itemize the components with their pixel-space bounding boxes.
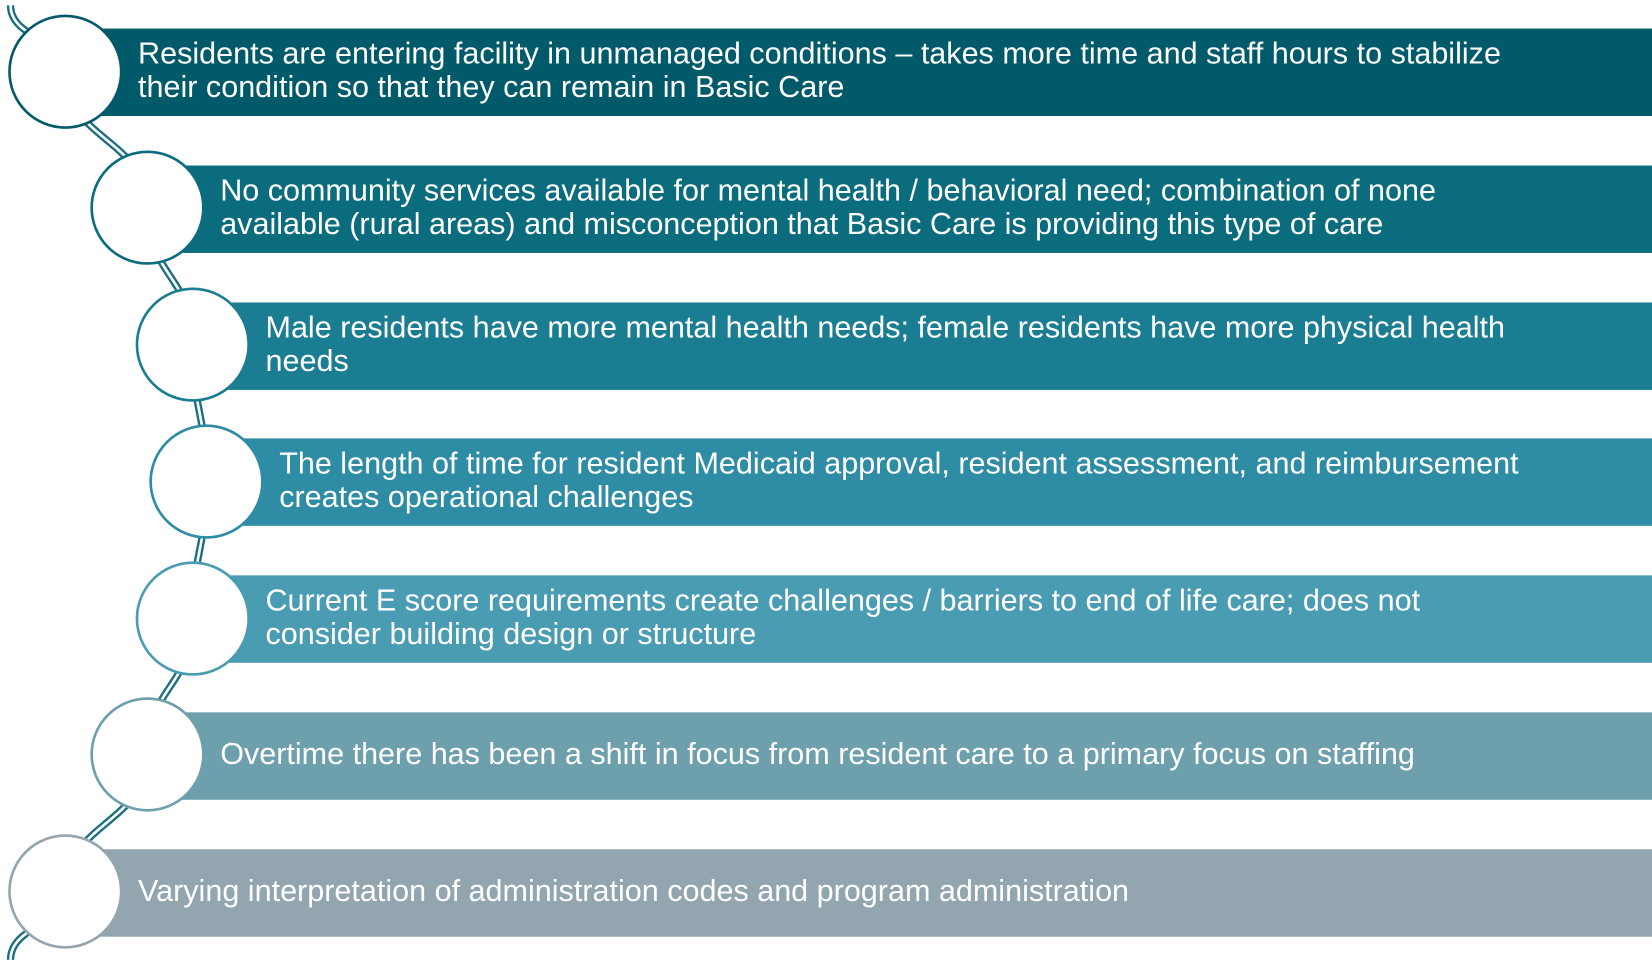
circle xyxy=(135,287,250,402)
item-text: Current E score requirements create chal… xyxy=(266,583,1421,617)
item-text: creates operational challenges xyxy=(279,480,693,514)
item-text: their condition so that they can remain … xyxy=(138,70,844,104)
item-text: Male residents have more mental health n… xyxy=(266,310,1506,344)
item-text: needs xyxy=(266,344,349,378)
circles xyxy=(8,14,264,949)
item-text: Residents are entering facility in unman… xyxy=(138,36,1501,70)
circle xyxy=(135,561,250,676)
item-text: No community services available for ment… xyxy=(220,173,1436,207)
bar xyxy=(206,438,1652,526)
item-text: The length of time for resident Medicaid… xyxy=(279,446,1519,480)
circle xyxy=(8,834,123,949)
item-text: Overtime there has been a shift in focus… xyxy=(220,737,1415,771)
bar xyxy=(192,575,1652,663)
item-text: Varying interpretation of administration… xyxy=(138,874,1129,908)
bars: Residents are entering facility in unman… xyxy=(65,28,1652,937)
bar xyxy=(65,849,1652,937)
item-text: consider building design or structure xyxy=(266,617,757,651)
bar xyxy=(147,712,1652,800)
circle xyxy=(149,424,264,539)
bar xyxy=(192,302,1652,390)
item-text: available (rural areas) and misconceptio… xyxy=(220,207,1383,241)
circle xyxy=(8,14,123,129)
circle xyxy=(90,697,205,812)
bar xyxy=(147,165,1652,253)
bar xyxy=(65,28,1652,116)
circle xyxy=(90,150,205,265)
